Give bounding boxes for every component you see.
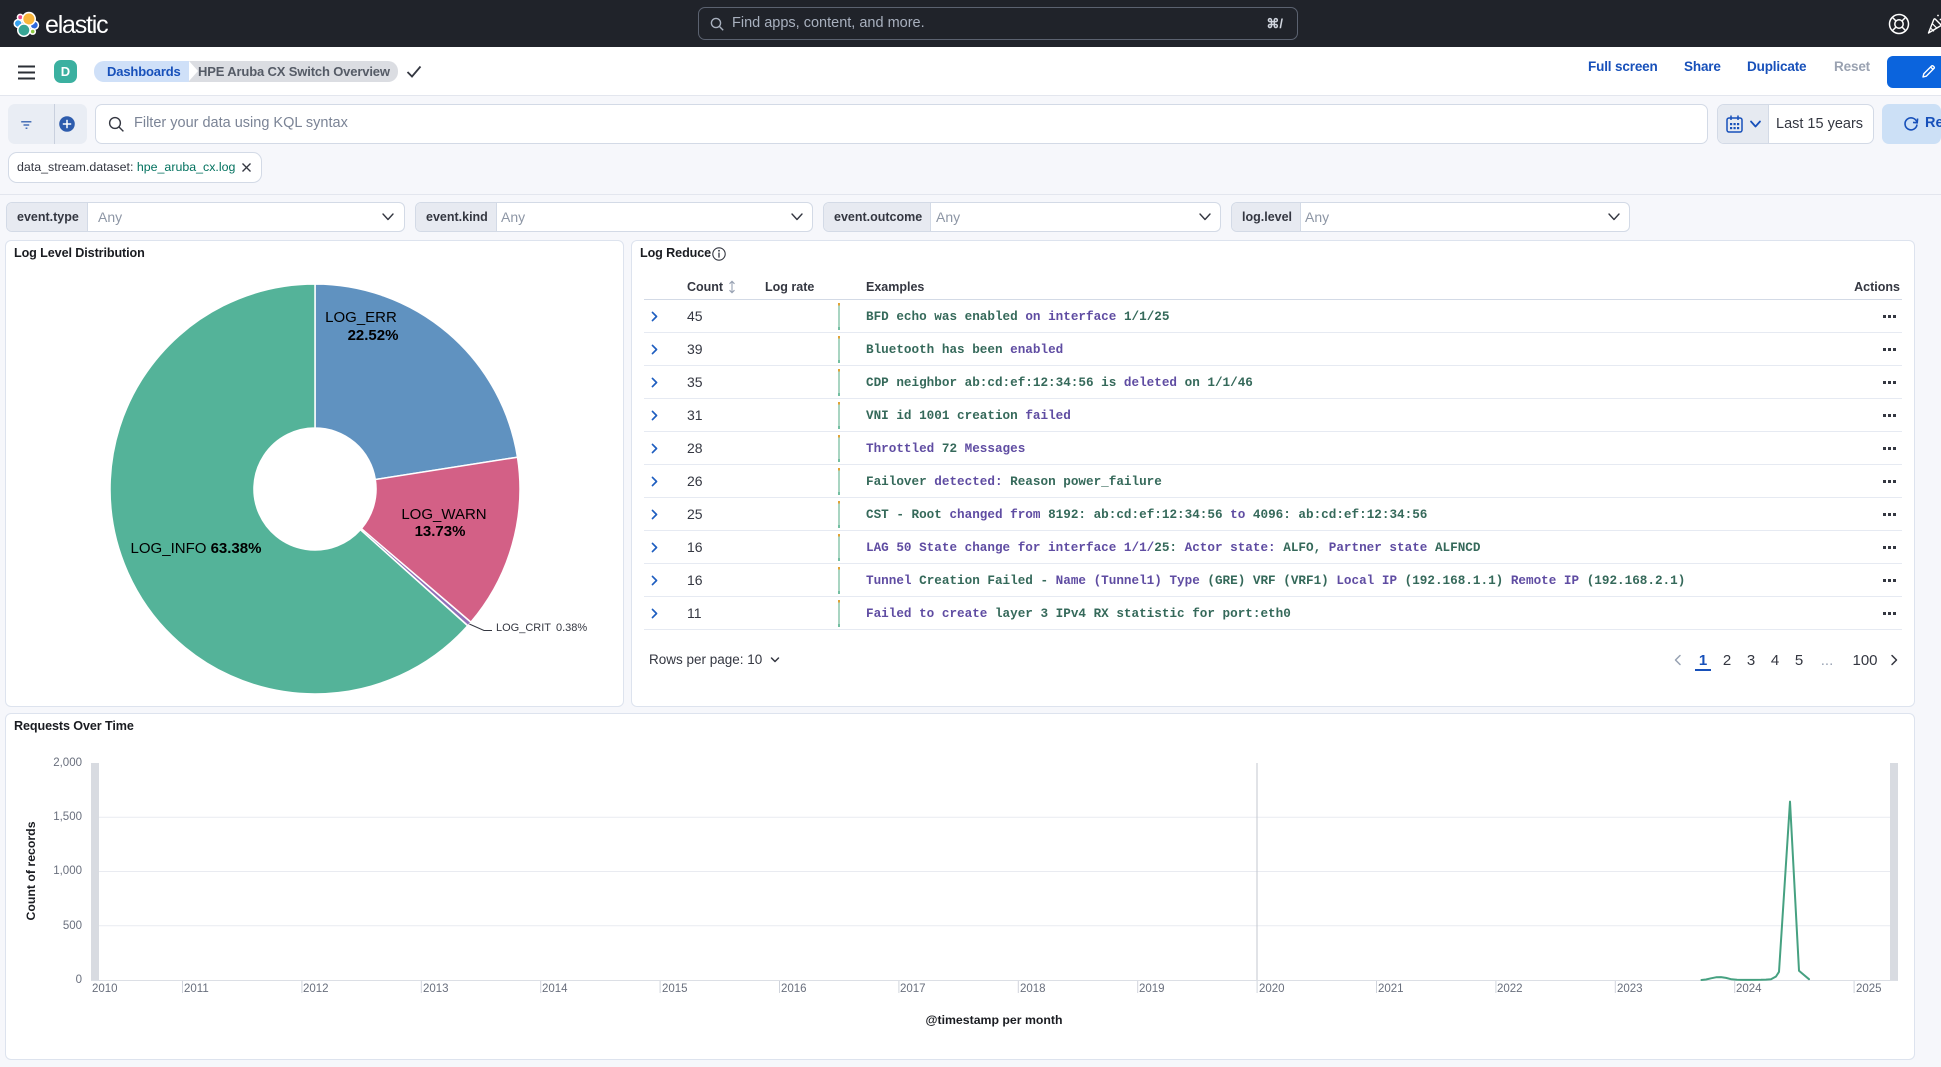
svg-text:LOG_WARN: LOG_WARN	[401, 506, 486, 523]
svg-text:22.52%: 22.52%	[348, 327, 399, 344]
svg-text:LOG_INFO 63.38%: LOG_INFO 63.38%	[131, 540, 262, 557]
svg-text:0.38%: 0.38%	[556, 622, 587, 634]
svg-text:LOG_CRIT: LOG_CRIT	[496, 622, 551, 634]
svg-text:LOG_ERR: LOG_ERR	[325, 309, 397, 326]
svg-text:13.73%: 13.73%	[415, 523, 466, 540]
